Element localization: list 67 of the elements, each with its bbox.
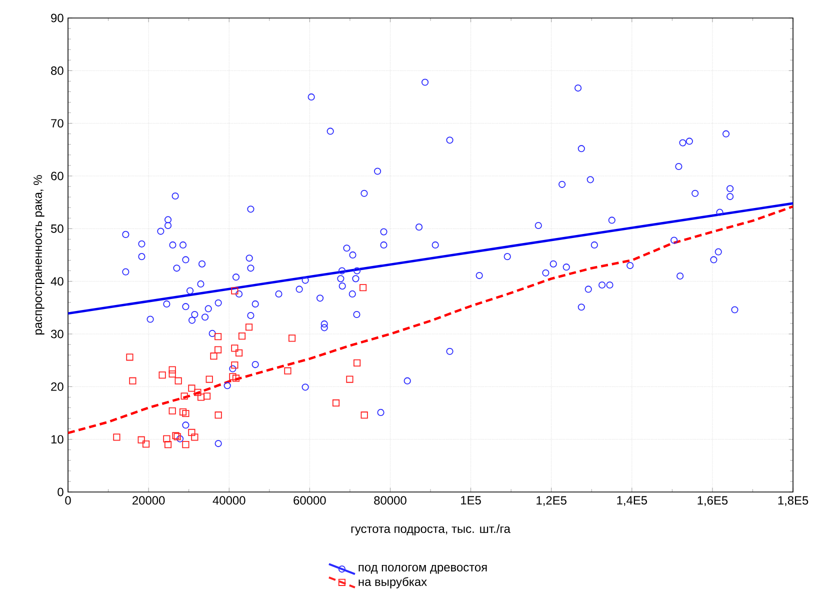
point: [197, 394, 205, 401]
point: [214, 412, 222, 419]
point: [206, 376, 213, 383]
x-axis-title: густота подроста, тыс. шт./га: [351, 524, 510, 536]
y-tick-label: 70: [51, 119, 64, 128]
point: [288, 334, 296, 342]
point: [194, 388, 202, 396]
legend-label: под пологом древостоя: [358, 564, 487, 574]
point: [182, 410, 190, 418]
point: [180, 392, 188, 400]
x-tick-label: 20000: [132, 496, 165, 505]
point: [188, 384, 196, 392]
point: [182, 441, 190, 448]
x-tick-label: 40000: [212, 496, 246, 505]
point: [129, 377, 136, 384]
point: [168, 370, 176, 378]
point: [210, 352, 218, 360]
y-tick-label: 90: [51, 14, 64, 22]
point: [113, 434, 120, 441]
point: [168, 407, 176, 414]
point: [245, 324, 253, 331]
line-series: [68, 205, 794, 434]
point: [164, 441, 172, 448]
point: [142, 440, 150, 448]
point: [232, 374, 240, 382]
point: [188, 428, 196, 436]
point: [231, 344, 238, 352]
x-tick-label: 1,4E5: [617, 496, 648, 506]
point: [158, 372, 166, 379]
point: [174, 377, 182, 384]
point: [191, 434, 198, 441]
x-tick-label: 80000: [374, 496, 406, 505]
point: [332, 399, 340, 407]
point: [231, 362, 238, 369]
point: [138, 436, 145, 444]
y-tick-label: 10: [51, 435, 64, 444]
x-tick-label: 1,2E5: [536, 496, 566, 506]
y-tick-label: 80: [51, 66, 64, 75]
y-tick-label: 40: [50, 277, 64, 286]
x-tick-label: 1,8E5: [778, 496, 808, 506]
point: [229, 373, 236, 380]
y-tick-label: 50: [51, 224, 64, 233]
point: [360, 412, 368, 419]
point: [359, 284, 367, 292]
point: [214, 333, 222, 340]
y-axis-title: распространенность рака, %: [34, 175, 44, 335]
y-tick-label: 20: [51, 382, 64, 391]
x-tick-label: 0: [65, 496, 71, 505]
y-tick-label: 30: [50, 330, 64, 338]
point: [346, 376, 354, 383]
x-tick-label: 1,6E5: [698, 496, 728, 506]
y-tick-label: 60: [51, 172, 64, 180]
point: [168, 366, 176, 374]
point: [179, 408, 187, 416]
point: [126, 354, 134, 361]
legend-label: на вырубках: [358, 577, 427, 588]
point: [353, 359, 361, 366]
point: [214, 346, 222, 354]
point: [231, 287, 238, 294]
y-tick-label: 0: [58, 488, 64, 496]
point: [238, 332, 246, 340]
point: [203, 392, 211, 400]
point: [284, 367, 292, 374]
x-tick-label: 60000: [294, 496, 326, 505]
point: [235, 349, 243, 356]
x-tick-label: 1E5: [461, 496, 481, 505]
point: [163, 435, 170, 442]
